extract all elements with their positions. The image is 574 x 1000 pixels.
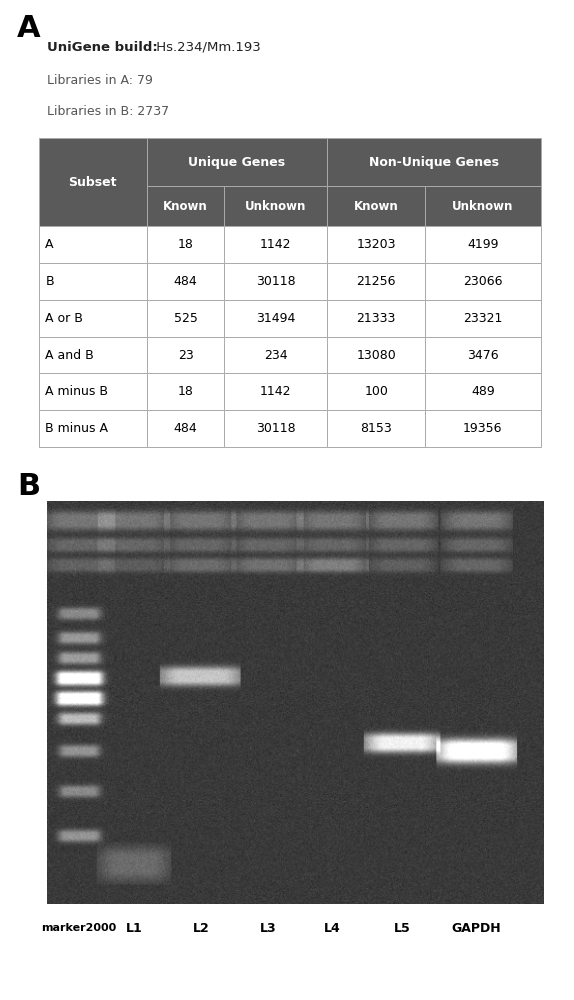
Bar: [39, 226, 147, 263]
Bar: [327, 226, 425, 263]
Text: A: A: [45, 238, 54, 251]
Text: 234: 234: [264, 349, 288, 362]
Bar: [224, 373, 327, 410]
Bar: [224, 186, 327, 226]
Text: A or B: A or B: [45, 312, 83, 325]
Bar: [425, 337, 541, 373]
Bar: [327, 263, 425, 300]
Bar: [327, 138, 541, 186]
Text: 489: 489: [471, 385, 495, 398]
Text: L5: L5: [393, 922, 410, 935]
Bar: [147, 186, 224, 226]
Text: Unknown: Unknown: [245, 200, 307, 213]
Bar: [327, 186, 425, 226]
Text: Known: Known: [163, 200, 208, 213]
Text: 484: 484: [174, 275, 197, 288]
Bar: [147, 373, 224, 410]
Text: GAPDH: GAPDH: [452, 922, 501, 935]
Bar: [224, 300, 327, 337]
Text: Known: Known: [354, 200, 398, 213]
Text: 525: 525: [174, 312, 197, 325]
Text: B: B: [45, 275, 54, 288]
Text: 1142: 1142: [260, 238, 292, 251]
Bar: [425, 226, 541, 263]
Bar: [147, 300, 224, 337]
Text: Non-Unique Genes: Non-Unique Genes: [369, 156, 499, 169]
Text: B minus A: B minus A: [45, 422, 108, 435]
Bar: [224, 410, 327, 447]
Bar: [224, 226, 327, 263]
Text: 100: 100: [364, 385, 388, 398]
Bar: [147, 410, 224, 447]
Bar: [425, 186, 541, 226]
Bar: [39, 373, 147, 410]
Text: 19356: 19356: [463, 422, 503, 435]
Text: L3: L3: [259, 922, 276, 935]
Text: L1: L1: [125, 922, 142, 935]
Bar: [425, 300, 541, 337]
Text: 18: 18: [177, 238, 193, 251]
Text: 13080: 13080: [356, 349, 396, 362]
Text: 3476: 3476: [467, 349, 499, 362]
Bar: [147, 138, 327, 186]
Bar: [327, 410, 425, 447]
Text: 18: 18: [177, 385, 193, 398]
Text: 13203: 13203: [356, 238, 396, 251]
Text: Hs.234/Mm.193: Hs.234/Mm.193: [152, 41, 261, 54]
Bar: [425, 410, 541, 447]
Text: A: A: [17, 14, 41, 43]
Text: 4199: 4199: [467, 238, 499, 251]
Text: B: B: [17, 472, 40, 501]
Text: Unknown: Unknown: [452, 200, 514, 213]
Text: 23066: 23066: [463, 275, 503, 288]
Text: 21256: 21256: [356, 275, 396, 288]
Text: 31494: 31494: [256, 312, 296, 325]
Text: 30118: 30118: [256, 275, 296, 288]
Bar: [147, 337, 224, 373]
Text: 8153: 8153: [360, 422, 392, 435]
Bar: [147, 226, 224, 263]
Text: Libraries in B: 2737: Libraries in B: 2737: [47, 105, 169, 118]
Bar: [425, 373, 541, 410]
Text: 21333: 21333: [356, 312, 396, 325]
Text: 30118: 30118: [256, 422, 296, 435]
Text: Subset: Subset: [68, 176, 117, 189]
Text: A and B: A and B: [45, 349, 94, 362]
Bar: [327, 373, 425, 410]
Text: Unique Genes: Unique Genes: [188, 156, 286, 169]
Text: 23321: 23321: [463, 312, 503, 325]
Text: A minus B: A minus B: [45, 385, 108, 398]
Bar: [327, 337, 425, 373]
Text: marker2000: marker2000: [41, 923, 117, 933]
Bar: [224, 263, 327, 300]
Text: 23: 23: [178, 349, 193, 362]
Bar: [39, 410, 147, 447]
Bar: [39, 138, 147, 226]
Text: L4: L4: [324, 922, 341, 935]
Bar: [224, 337, 327, 373]
Text: L2: L2: [192, 922, 209, 935]
Bar: [39, 263, 147, 300]
Bar: [327, 300, 425, 337]
Text: 484: 484: [174, 422, 197, 435]
Text: UniGene build:: UniGene build:: [47, 41, 158, 54]
Text: 1142: 1142: [260, 385, 292, 398]
Text: Libraries in A: 79: Libraries in A: 79: [47, 74, 153, 87]
Bar: [39, 300, 147, 337]
Bar: [425, 263, 541, 300]
Bar: [147, 263, 224, 300]
Bar: [39, 337, 147, 373]
